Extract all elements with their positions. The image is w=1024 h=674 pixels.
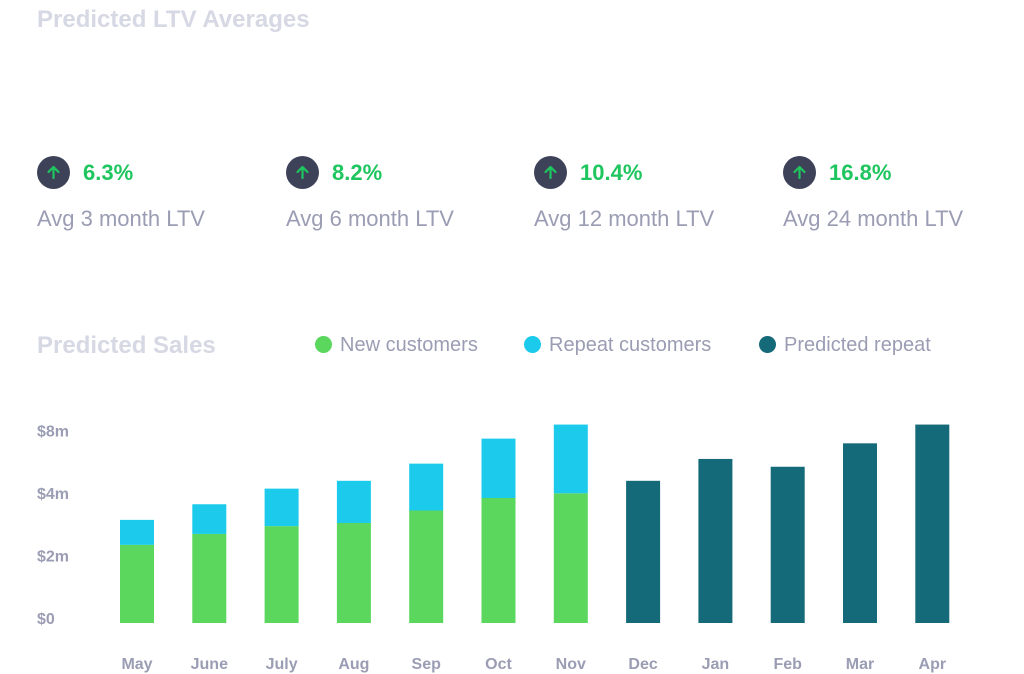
ltv-label: Avg 12 month LTV xyxy=(534,206,715,231)
bar-predicted-repeat xyxy=(843,443,877,623)
legend-swatch xyxy=(524,336,541,353)
arrow-up-icon xyxy=(37,156,70,189)
x-tick-label: Nov xyxy=(556,656,586,673)
legend-swatch xyxy=(315,336,332,353)
arrow-up-icon xyxy=(286,156,319,189)
x-tick-label: Feb xyxy=(773,656,802,673)
arrow-up-icon xyxy=(534,156,567,189)
bar-new-customers xyxy=(192,504,227,534)
legend-swatch xyxy=(759,336,776,353)
x-tick-label: Oct xyxy=(485,656,512,673)
x-tick-label: July xyxy=(266,656,298,673)
legend-label: New customers xyxy=(340,334,478,356)
ltv-label: Avg 6 month LTV xyxy=(286,206,454,231)
x-tick-label: Jan xyxy=(702,656,730,673)
bar-predicted-repeat xyxy=(915,424,950,623)
sales-chart: $0 $2m $4m $8m May June July Aug Sep Oct Nov Dec Jan… xyxy=(37,424,950,673)
ltv-title: Predicted LTV Averages xyxy=(37,6,310,33)
x-tick-label: Sep xyxy=(412,656,442,673)
bar-repeat-customers xyxy=(336,523,371,623)
legend-repeat: Repeat customers xyxy=(524,334,711,357)
y-tick-label: $2m xyxy=(37,549,69,566)
bar-repeat-customers xyxy=(409,510,444,623)
bar-predicted-repeat xyxy=(626,480,661,623)
bar-new-customers xyxy=(409,463,444,511)
x-tick-label: Aug xyxy=(338,656,369,673)
x-tick-label: Mar xyxy=(846,656,874,673)
y-tick-label: $8m xyxy=(37,424,69,441)
bar-new-customers xyxy=(481,438,516,498)
ltv-percent: 10.4% xyxy=(580,160,643,185)
ltv-percent: 16.8% xyxy=(829,160,892,185)
bar-repeat-customers xyxy=(120,544,154,623)
bar-repeat-customers xyxy=(481,498,516,623)
x-tick-label: Dec xyxy=(628,656,657,673)
legend-predicted: Predicted repeat xyxy=(759,334,931,357)
arrow-up-icon xyxy=(783,156,816,189)
legend-new: New customers xyxy=(315,334,478,357)
ltv-label: Avg 3 month LTV xyxy=(37,206,205,231)
chart-title: Predicted Sales xyxy=(37,332,216,359)
bar-new-customers xyxy=(120,519,154,545)
y-tick-label: $4m xyxy=(37,486,69,503)
bar-repeat-customers xyxy=(264,526,299,623)
bar-predicted-repeat xyxy=(770,466,805,623)
x-tick-label: May xyxy=(121,656,152,673)
bar-repeat-customers xyxy=(553,493,588,623)
legend-label: Predicted repeat xyxy=(784,334,931,356)
bar-new-customers xyxy=(553,424,588,494)
ltv-percent: 6.3% xyxy=(83,160,134,185)
x-tick-label: Apr xyxy=(919,656,947,673)
bar-new-customers xyxy=(336,480,371,523)
bar-repeat-customers xyxy=(192,533,227,623)
y-tick-label: $0 xyxy=(37,611,55,628)
x-tick-label: June xyxy=(191,656,228,673)
ltv-label: Avg 24 month LTV xyxy=(783,206,964,231)
bar-new-customers xyxy=(264,488,299,527)
ltv-percent: 8.2% xyxy=(332,160,383,185)
legend-label: Repeat customers xyxy=(549,334,712,356)
bar-predicted-repeat xyxy=(698,458,733,623)
